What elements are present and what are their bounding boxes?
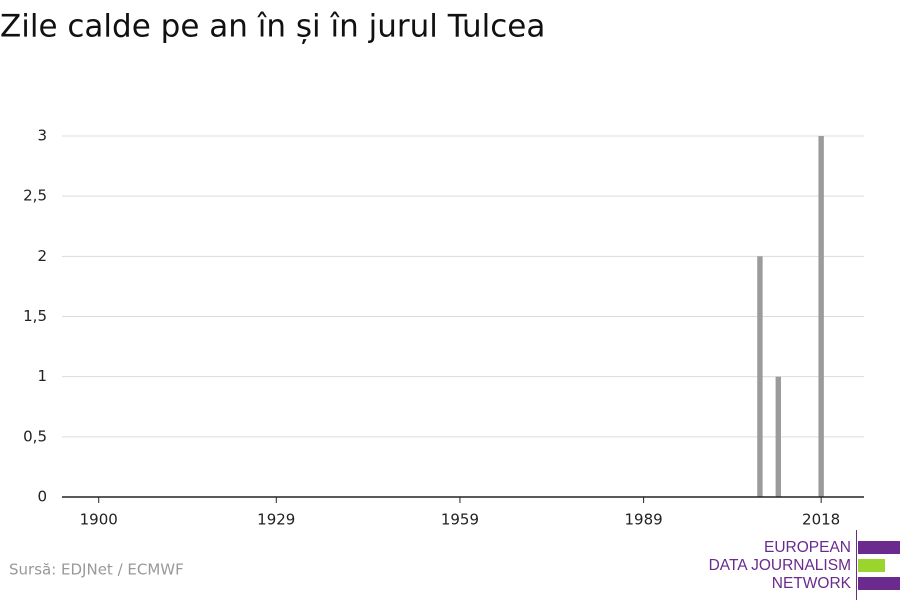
y-tick-label: 1,5 (23, 307, 47, 325)
logo-text: DATA JOURNALISM (709, 557, 851, 574)
source: Sursă: EDJNet / ECMWF (9, 561, 184, 579)
y-tick-label: 1 (37, 367, 47, 385)
x-tick-label: 1900 (80, 511, 118, 529)
bar (757, 256, 763, 497)
logo-bar (858, 541, 900, 554)
logo-bar (858, 577, 900, 590)
y-tick-label: 2 (37, 247, 47, 265)
y-tick-label: 0 (37, 488, 47, 506)
x-tick-label: 1989 (625, 511, 663, 529)
x-tick-label: 1929 (257, 511, 295, 529)
logo-text: NETWORK (772, 575, 852, 592)
y-tick-label: 3 (37, 127, 47, 145)
logo-text: EUROPEAN (764, 539, 851, 556)
logo: EUROPEAN DATA JOURNALISM NETWORK (709, 530, 900, 600)
x-tick-label: 2018 (802, 511, 840, 529)
bar (818, 136, 824, 497)
bar (775, 376, 781, 497)
y-tick-label: 0,5 (23, 427, 47, 445)
y-tick-label: 2,5 (23, 187, 47, 205)
logo-bar (858, 559, 885, 572)
x-tick-label: 1959 (441, 511, 479, 529)
chart-title: Zile calde pe an în și în jurul Tulcea (0, 9, 545, 45)
